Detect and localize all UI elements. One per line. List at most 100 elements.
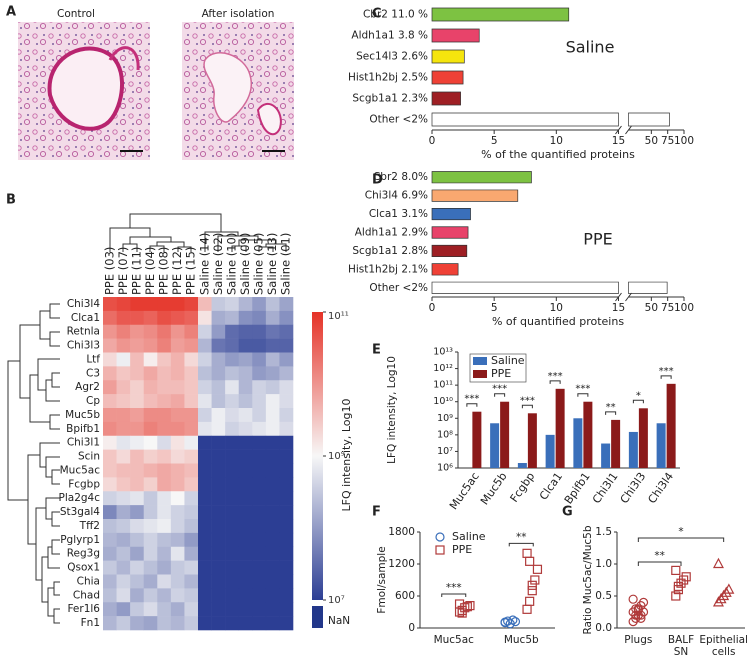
- row-label: Fer1l6: [67, 603, 100, 615]
- heatmap-cell: [184, 616, 199, 631]
- heatmap-cell: [211, 560, 226, 575]
- heatmap-cell: [116, 366, 131, 381]
- heatmap-cell: [116, 297, 131, 312]
- heatmap-cell: [225, 532, 240, 548]
- significance-bracket: [577, 393, 589, 397]
- heatmap-cell: [143, 408, 158, 423]
- bar-label: Aldh1a1 3.8 %: [351, 30, 428, 42]
- row-label: Ltf: [86, 353, 100, 365]
- heatmap-cell: [211, 616, 226, 631]
- annotation: Saline: [566, 38, 615, 57]
- heatmap-cell: [265, 574, 280, 589]
- heatmap-cell: [238, 532, 253, 548]
- heatmap-cell: [279, 338, 294, 353]
- panel-letter: C: [372, 7, 382, 22]
- heatmap-cell: [238, 394, 253, 409]
- heatmap-cell: [265, 421, 280, 437]
- heatmap-cell: [279, 491, 294, 506]
- y-axis-label: Ratio Muc5ac/Muc5b: [582, 525, 594, 634]
- y-tick-label: 10¹¹: [433, 380, 453, 391]
- bar: [583, 401, 593, 468]
- category-label: Aldh1a1: [351, 30, 394, 42]
- heatmap-cell: [103, 421, 117, 437]
- heatmap-cell: [157, 435, 172, 450]
- x-axis-label: % of quantified proteins: [492, 315, 624, 328]
- heatmap-cell: [252, 588, 267, 603]
- point: [631, 610, 641, 620]
- y-tick-label: 1.0: [595, 558, 612, 570]
- heatmap-cell: [143, 560, 158, 575]
- heatmap-cell: [265, 477, 280, 492]
- heatmap-cell: [130, 421, 145, 437]
- heatmap-cell: [252, 408, 267, 423]
- x-tick-label: 100: [674, 302, 694, 314]
- row-label: C3: [86, 367, 100, 379]
- x-tick-label: Plugs: [624, 634, 652, 646]
- heatmap-cell: [143, 491, 158, 506]
- heatmap-cell: [157, 477, 172, 492]
- heatmap-cell: [157, 352, 172, 367]
- heatmap-cell: [103, 588, 117, 603]
- heatmap-cell: [116, 574, 131, 589]
- heatmap-cell: [170, 602, 185, 617]
- column-label: PPE (04): [143, 247, 157, 295]
- category-label: Other <2%: [369, 114, 428, 126]
- heatmap-cell: [252, 616, 267, 631]
- heatmap-cell: [157, 546, 172, 561]
- y-axis-label: Fmol/sample: [376, 546, 388, 613]
- heatmap-cell: [143, 352, 158, 367]
- heatmap-cell: [198, 324, 212, 339]
- value-label: 3.8 %: [398, 30, 428, 42]
- bar-label: Sec14l3 2.6%: [356, 51, 428, 63]
- heatmap-cell: [211, 519, 226, 534]
- heatmap-cell: [184, 560, 199, 575]
- heatmap-cell: [130, 574, 145, 589]
- heatmap-cell: [170, 491, 185, 506]
- heatmap-cell: [198, 310, 212, 326]
- bar: [490, 423, 500, 468]
- point: [522, 548, 532, 558]
- legend-label: Saline: [452, 530, 486, 543]
- heatmap-cell: [198, 616, 212, 631]
- heatmap-cell: [184, 394, 199, 409]
- row-label: Retnla: [67, 326, 100, 338]
- y-tick-label: 1.5: [595, 526, 612, 538]
- heatmap-cell: [157, 560, 172, 575]
- heatmap-cell: [143, 616, 158, 631]
- heatmap-cell: [130, 616, 145, 631]
- x-tick-label: 5: [491, 302, 498, 314]
- point: [435, 532, 445, 542]
- bar: [431, 49, 465, 64]
- value-label: 2.8%: [401, 245, 428, 257]
- heatmap-cell: [157, 421, 172, 437]
- significance-bracket: [466, 403, 478, 407]
- heatmap-cell: [252, 310, 267, 326]
- heatmap-cell: [211, 324, 226, 339]
- x-tick-label: 10: [550, 135, 563, 147]
- y-tick-label: 10⁷: [437, 446, 453, 457]
- heatmap-cell: [225, 421, 240, 437]
- heatmap-cell: [198, 602, 212, 617]
- heatmap-cell: [143, 310, 158, 326]
- point: [457, 608, 467, 618]
- x-tick-label: 5: [491, 135, 498, 147]
- heatmap-cell: [279, 616, 294, 631]
- heatmap-cell: [143, 505, 158, 520]
- heatmap-cell: [130, 380, 145, 395]
- heatmap-cell: [116, 491, 131, 506]
- significance-bracket: [494, 393, 506, 397]
- heatmap-cell: [225, 297, 240, 312]
- panel-letter: D: [372, 173, 383, 188]
- point: [720, 586, 732, 597]
- heatmap-cell: [265, 352, 280, 367]
- heatmap-cell: [198, 519, 212, 534]
- bar: [431, 171, 532, 184]
- heatmap-cell: [116, 449, 131, 464]
- heatmap-cell: [238, 602, 253, 617]
- heatmap-cell: [143, 449, 158, 464]
- heatmap-cell: [211, 380, 226, 395]
- heatmap-cell: [143, 532, 158, 548]
- heatmap-cell: [157, 338, 172, 353]
